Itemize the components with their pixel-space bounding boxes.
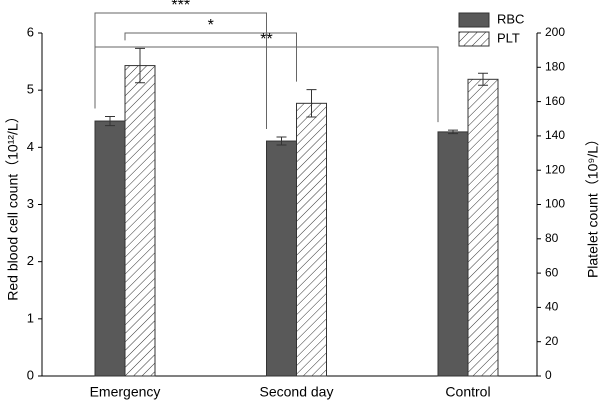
significance-bracket (124, 32, 297, 82)
y2-tick-label: 140 (545, 128, 565, 142)
y-tick-label: 0 (27, 367, 34, 382)
bar (437, 131, 469, 377)
y2-axis-title: Platelet count（10⁹/L） (585, 132, 601, 278)
x-tick-label: Second day (260, 384, 334, 400)
legend-label: PLT (497, 30, 520, 45)
y2-tick-label: 100 (545, 197, 565, 211)
bar (94, 120, 126, 377)
y2-tick-label: 80 (545, 231, 559, 245)
y-tick-label: 4 (27, 139, 34, 154)
error-bar (478, 72, 488, 86)
bar (124, 65, 156, 377)
error-bar (276, 136, 287, 146)
y-tick-label: 1 (27, 310, 34, 325)
y-tick-label: 6 (27, 24, 34, 39)
legend-swatch (458, 31, 490, 47)
error-bar (306, 89, 317, 118)
significance-label: *** (171, 0, 190, 14)
bar (467, 78, 499, 377)
error-bar (105, 115, 115, 127)
x-tick-label: Emergency (90, 384, 161, 400)
y2-tick-label: 200 (545, 25, 565, 39)
y2-tick-label: 180 (545, 59, 565, 73)
significance-label: * (208, 17, 214, 34)
error-bar (135, 47, 145, 84)
y-tick-label: 3 (27, 196, 34, 211)
significance-bracket (94, 12, 267, 130)
y2-tick-label: 160 (545, 94, 565, 108)
error-bar (448, 129, 458, 135)
y2-tick-label: 20 (545, 334, 559, 348)
y-tick-label: 2 (27, 253, 34, 268)
y2-tick-label: 60 (545, 265, 559, 279)
legend-swatch (458, 12, 490, 28)
bar (266, 140, 297, 377)
y2-tick-label: 120 (545, 162, 565, 176)
y2-tick-label: 40 (545, 300, 559, 314)
significance-label: ** (260, 31, 272, 48)
y2-tick-label: 0 (545, 368, 552, 382)
y-axis-title: Red blood cell count（10¹²/L） (5, 109, 21, 300)
significance-bracket (94, 46, 439, 123)
bar (296, 102, 327, 377)
x-tick-label: Control (445, 384, 490, 400)
legend-label: RBC (497, 11, 524, 26)
y-tick-label: 5 (27, 82, 34, 97)
